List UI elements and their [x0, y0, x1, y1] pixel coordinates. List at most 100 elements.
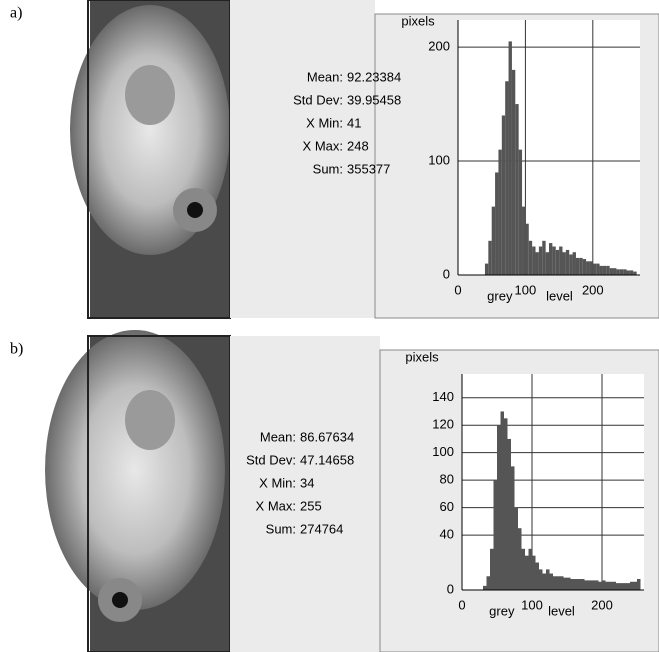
plot-area — [458, 20, 640, 275]
bar — [514, 507, 518, 590]
bar — [518, 149, 523, 275]
bar — [602, 265, 607, 275]
bar — [528, 548, 532, 590]
bar — [491, 206, 496, 275]
bar — [532, 246, 536, 275]
bar — [591, 580, 595, 590]
bar — [586, 261, 590, 275]
bar — [577, 579, 581, 590]
y-axis-label: pixels — [401, 13, 435, 28]
bar — [602, 580, 606, 590]
x-tick-label: 200 — [591, 597, 613, 612]
x-tick-label: 100 — [515, 282, 537, 297]
bar — [570, 579, 574, 590]
bar — [497, 425, 501, 590]
y-tick-label: 0 — [447, 581, 454, 596]
x-axis-label: grey level — [489, 603, 575, 618]
bar — [553, 576, 557, 590]
bar — [595, 580, 599, 590]
y-axis-label: pixels — [405, 349, 439, 364]
bar — [495, 172, 499, 275]
bar — [589, 261, 593, 275]
stat-label: Mean: — [260, 429, 296, 444]
x-tick-label: 200 — [582, 282, 604, 297]
stat-label: X Min: — [306, 115, 343, 130]
bar — [581, 579, 585, 590]
bar — [505, 81, 509, 275]
stat-label: Std Dev: — [246, 452, 296, 467]
bar — [575, 257, 580, 275]
bar — [539, 569, 543, 590]
bar — [504, 418, 508, 590]
bar — [613, 268, 617, 275]
bar — [609, 581, 613, 590]
bar — [525, 223, 529, 275]
bar — [511, 466, 515, 590]
bar — [606, 265, 610, 275]
stat-label: X Max: — [256, 498, 296, 513]
bar — [549, 573, 553, 590]
bar — [490, 548, 494, 590]
bar — [565, 249, 570, 275]
bar — [560, 576, 564, 590]
bar — [626, 583, 630, 590]
bar — [498, 149, 502, 275]
x-tick-label: 100 — [521, 597, 543, 612]
bar — [525, 555, 529, 590]
stat-label: Sum: — [313, 161, 343, 176]
bar — [500, 411, 504, 590]
bar — [605, 581, 609, 590]
bar — [508, 41, 512, 275]
stat-value: 41 — [347, 115, 361, 130]
bar — [623, 583, 627, 590]
bar — [532, 555, 536, 590]
bar — [518, 528, 522, 590]
bar — [633, 271, 637, 275]
bar — [486, 576, 490, 590]
bar — [574, 579, 578, 590]
bar — [563, 577, 567, 590]
stat-label: Std Dev: — [293, 92, 343, 107]
y-tick-label: 120 — [432, 417, 454, 432]
stat-value: 92.23384 — [347, 69, 401, 84]
bar — [582, 259, 587, 275]
panel-label: a) — [10, 5, 22, 22]
bar — [535, 252, 539, 275]
stat-value: 34 — [300, 475, 314, 490]
bar — [511, 69, 516, 275]
bar — [542, 240, 546, 275]
y-tick-label: 100 — [428, 152, 450, 167]
bar — [559, 246, 563, 275]
bar — [629, 270, 634, 275]
bar — [484, 263, 489, 275]
bar — [599, 265, 603, 275]
x-tick-label: 0 — [454, 282, 461, 297]
bar — [569, 254, 573, 275]
bar — [619, 583, 623, 590]
stat-label: X Max: — [303, 138, 343, 153]
bar — [507, 438, 511, 590]
stat-label: Mean: — [307, 69, 343, 84]
y-tick-label: 100 — [432, 444, 454, 459]
bar — [572, 252, 576, 275]
bar — [616, 269, 620, 275]
panel-label: b) — [10, 341, 23, 358]
stat-value: 86.67634 — [300, 429, 354, 444]
stat-value: 255 — [300, 498, 322, 513]
y-tick-label: 40 — [440, 527, 454, 542]
bar — [562, 252, 566, 275]
bar — [493, 480, 497, 590]
bar — [623, 269, 627, 275]
bar — [515, 104, 519, 276]
stat-value: 248 — [347, 138, 369, 153]
plot-area — [462, 374, 644, 590]
y-tick-label: 60 — [440, 499, 454, 514]
bar — [549, 243, 553, 275]
stat-value: 355377 — [347, 161, 390, 176]
bar — [546, 569, 550, 590]
bar — [579, 257, 583, 275]
bar — [633, 581, 637, 590]
bar — [637, 579, 641, 590]
y-tick-label: 0 — [443, 266, 450, 281]
